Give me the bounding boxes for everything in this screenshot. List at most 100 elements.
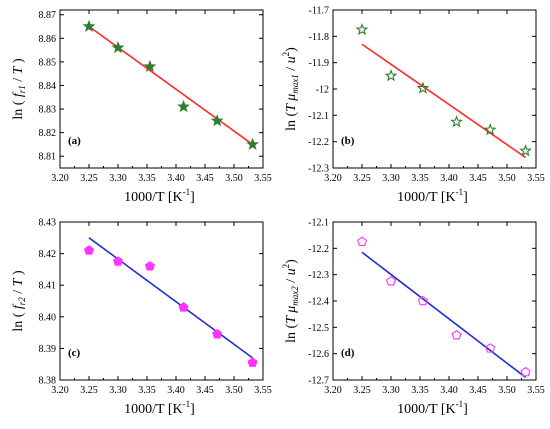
x-tick-label: 3.45 [469, 385, 487, 396]
x-tick-label: 3.35 [138, 385, 156, 396]
y-label-part: T [284, 315, 299, 324]
y-label-sub: r1 [17, 85, 27, 93]
y-label-part: u [284, 56, 299, 63]
y-label-part: f [11, 303, 26, 309]
y-label-part: μ [284, 94, 299, 105]
plot-frame [59, 9, 264, 169]
y-label-sub: r2 [17, 297, 27, 306]
x-tick-label: 3.55 [254, 385, 272, 396]
data-point [178, 302, 189, 312]
x-tick-label: 3.25 [80, 385, 98, 396]
y-label-part: / [284, 275, 299, 286]
y-label-part: ) [11, 58, 26, 67]
data-point [385, 275, 397, 286]
panel-label: (b) [341, 135, 355, 147]
x-tick-label: 3.40 [167, 173, 185, 184]
y-tick-label: -12.1 [308, 218, 329, 229]
data-point [485, 343, 496, 353]
y-tick-label: -12.1 [308, 111, 329, 122]
y-tick-label: 8.81 [39, 152, 57, 163]
panel-a: 3.20 3.25 3.30 3.35 3.40 3.45 3.50 3.55 8.81 8.82… [11, 9, 272, 205]
x-axis-label-main: 1000/T [K [124, 402, 182, 417]
data-point [82, 19, 96, 32]
x-axis-label-sup: -1 [183, 399, 191, 409]
data-point [384, 69, 398, 82]
x-tick-label: 3.20 [51, 173, 69, 184]
data-point [212, 328, 223, 339]
y-label-part: u [284, 268, 299, 275]
y-tick-label: 8.40 [39, 312, 57, 323]
data-point [416, 81, 430, 94]
y-tick-label: 8.38 [39, 376, 57, 387]
y-axis-label: ln ( fr2 / T ) [11, 270, 27, 332]
y-tick-label: -12.2 [308, 137, 329, 148]
y-tick-label: 8.39 [39, 344, 57, 355]
y-label-part: ln ( [11, 309, 26, 332]
y-label-sup: 2 [281, 264, 291, 269]
panel-label: (a) [68, 135, 81, 147]
y-tick-label: -12.3 [308, 164, 329, 175]
y-label-part: ) [11, 270, 26, 279]
x-axis-label: 1000/T [K-1] [397, 399, 468, 417]
x-tick-label: 3.50 [225, 173, 243, 184]
x-axis-label-close: ] [463, 190, 468, 205]
data-point [450, 115, 463, 128]
panel-d: 3.20 3.25 3.30 3.35 3.40 3.45 3.50 3.55-12.1-12… [281, 218, 545, 418]
data-point [356, 236, 368, 247]
x-axis-label: 1000/T [K-1] [124, 399, 195, 417]
x-axis-label: 1000/T [K-1] [124, 187, 195, 205]
fit-line [361, 251, 527, 379]
y-label-part: / [284, 63, 299, 74]
x-axis-label-close: ] [190, 190, 195, 205]
y-label-part: T [284, 103, 299, 112]
panel-b: 3.20 3.25 3.30 3.35 3.40 3.45 3.50 3.55 -11.7 -11… [281, 6, 545, 206]
y-label-part: ln ( [11, 97, 26, 120]
x-tick-label: 3.40 [440, 173, 458, 184]
x-axis-label-sup: -1 [456, 187, 464, 197]
data-point [417, 295, 428, 306]
x-axis-label-main: 1000/T [K [397, 402, 455, 417]
x-tick-label: 3.40 [167, 385, 185, 396]
fit-line [88, 237, 254, 359]
x-tick-label: 3.30 [109, 173, 127, 184]
x-tick-label: 3.35 [411, 173, 429, 184]
x-tick-label: 3.45 [196, 173, 214, 184]
x-tick-label: 3.50 [498, 385, 516, 396]
data-point [520, 366, 531, 377]
fit-line [361, 43, 527, 159]
y-tick-label: 8.85 [39, 57, 57, 68]
fit-line [88, 25, 254, 146]
y-label-sup: 2 [281, 52, 291, 57]
y-tick-label: 8.83 [39, 105, 57, 116]
x-tick-label: 3.30 [109, 385, 127, 396]
x-tick-label: 3.35 [138, 173, 156, 184]
y-tick-label: -12.6 [308, 349, 329, 360]
panel-label: (c) [68, 347, 81, 359]
y-axis-label: ln ( fr1 / T ) [11, 58, 27, 120]
data-point [355, 22, 369, 36]
data-point [483, 123, 497, 136]
y-tick-label: -12 [316, 85, 329, 96]
x-tick-label: 3.45 [469, 173, 487, 184]
y-label-part: T [11, 277, 26, 286]
y-label-part: T [11, 65, 26, 74]
x-axis-label: 1000/T [K-1] [397, 187, 468, 205]
y-label-sub: max2 [290, 286, 300, 306]
x-tick-label: 3.55 [254, 173, 272, 184]
y-axis-label: ln (T μmax1 / u2) [281, 47, 300, 131]
y-label-sub: max1 [290, 74, 300, 94]
data-point [519, 144, 532, 157]
x-tick-label: 3.50 [498, 173, 516, 184]
data-point [83, 245, 95, 255]
y-label-part: ln ( [284, 111, 299, 130]
x-tick-label: 3.20 [324, 385, 342, 396]
data-point [246, 137, 259, 150]
y-tick-label: 8.42 [39, 249, 57, 260]
y-tick-label: -12.2 [308, 244, 329, 255]
y-tick-label: -11.9 [309, 58, 329, 69]
y-label-part: ) [284, 47, 299, 52]
y-tick-label: 8.86 [39, 34, 57, 45]
y-tick-label: 8.82 [39, 128, 57, 139]
panel-label: (d) [341, 347, 355, 359]
